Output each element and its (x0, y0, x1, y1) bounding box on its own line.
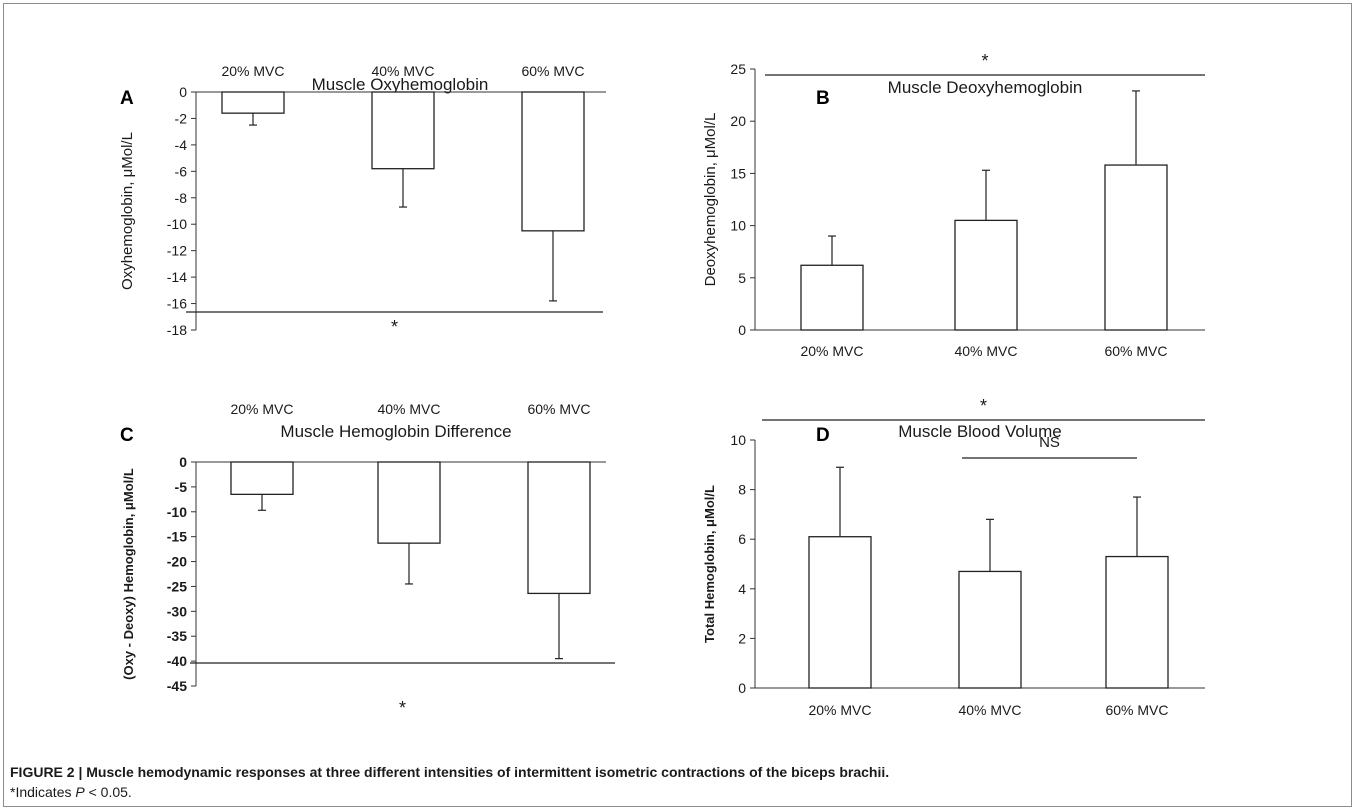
bar-a (521, 91, 585, 232)
y-tick-label-c: -25 (167, 578, 187, 594)
y-tick-label-b: 15 (730, 165, 746, 181)
y-tick-label-a: -16 (167, 296, 187, 312)
y-tick-label-b: 25 (730, 61, 746, 77)
bar-d (808, 536, 872, 689)
y-tick-label-c: -20 (167, 554, 187, 570)
category-label-d: 60% MVC (1105, 702, 1168, 718)
caption-title: FIGURE 2 | Muscle hemodynamic responses … (10, 764, 890, 780)
y-tick-label-c: -10 (167, 504, 187, 520)
y-tick-label-d: 8 (738, 482, 746, 498)
y-tick-label-a: -18 (167, 322, 187, 338)
y-tick-label-d: 2 (738, 630, 746, 646)
bar-c (527, 461, 591, 595)
y-axis-label-d: Total Hemoglobin, μMol/L (702, 485, 717, 643)
category-label-d: 40% MVC (958, 702, 1021, 718)
panel-letter-b: B (816, 88, 830, 109)
category-label-a: 40% MVC (371, 63, 434, 79)
bar-d (1105, 555, 1169, 689)
category-label-a: 60% MVC (521, 63, 584, 79)
panel-letter-d: D (816, 425, 830, 446)
bar-b (800, 264, 864, 331)
bar-b (1104, 164, 1168, 331)
chart-title-c: Muscle Hemoglobin Difference (280, 422, 511, 441)
caption-note-var: P (75, 784, 85, 800)
significance-label-b: * (981, 51, 988, 71)
bar-c (230, 461, 294, 496)
panel-letter-c: C (120, 425, 134, 446)
bar-a (371, 91, 435, 170)
caption-note: *Indicates P < 0.05. (10, 782, 1340, 802)
y-tick-label-a: -8 (175, 190, 188, 206)
category-label-b: 40% MVC (954, 343, 1017, 359)
category-label-d: 20% MVC (808, 702, 871, 718)
y-tick-label-b: 0 (738, 322, 746, 338)
category-label-c: 60% MVC (527, 401, 590, 417)
y-tick-label-a: -12 (167, 243, 187, 259)
y-tick-label-c: -40 (167, 653, 187, 669)
y-tick-label-b: 10 (730, 218, 746, 234)
y-tick-label-a: -4 (175, 137, 188, 153)
y-tick-label-a: -2 (175, 110, 188, 126)
y-axis-label-a: Oxyhemoglobin, μMol/L (119, 132, 136, 290)
category-label-c: 40% MVC (377, 401, 440, 417)
caption-note-suffix: < 0.05. (84, 784, 132, 800)
y-tick-label-c: -35 (167, 628, 187, 644)
y-tick-label-a: 0 (179, 84, 187, 100)
significance-label-c: * (399, 698, 406, 718)
figure-frame (3, 3, 1352, 807)
chart-title-a: Muscle Oxyhemoglobin (312, 75, 489, 94)
bar-a (221, 91, 285, 114)
y-axis-label-c: (Oxy - Deoxy) Hemoglobin, μMol/L (121, 468, 136, 680)
y-tick-label-d: 6 (738, 531, 746, 547)
bar-c (377, 461, 441, 544)
y-tick-label-a: -10 (167, 216, 187, 232)
y-tick-label-c: -5 (175, 479, 188, 495)
bar-d (958, 570, 1022, 689)
y-tick-label-c: 0 (179, 454, 187, 470)
bar-b (954, 219, 1018, 331)
figure-panels: A Muscle Oxyhemoglobin 0 -2 -4 -6 -8 -10 -12 -14 -… (119, 51, 1205, 718)
y-tick-label-b: 20 (730, 113, 746, 129)
category-label-b: 60% MVC (1104, 343, 1167, 359)
panel-letter-a: A (120, 88, 134, 109)
significance-label-d: NS (1039, 434, 1060, 451)
category-label-a: 20% MVC (221, 63, 284, 79)
y-tick-label-b: 5 (738, 270, 746, 286)
category-label-c: 20% MVC (230, 401, 293, 417)
chart-title-d: Muscle Blood Volume (898, 422, 1061, 441)
y-tick-label-c: -15 (167, 529, 187, 545)
figure-caption: FIGURE 2 | Muscle hemodynamic responses … (10, 762, 1340, 802)
y-tick-label-c: -45 (167, 678, 187, 694)
y-tick-label-d: 4 (738, 581, 746, 597)
y-tick-label-c: -30 (167, 603, 187, 619)
caption-note-prefix: *Indicates (10, 784, 76, 800)
y-tick-label-d: 10 (730, 432, 746, 448)
y-tick-label-a: -14 (167, 269, 187, 285)
y-axis-label-b: Deoxyhemoglobin, μMol/L (702, 113, 719, 287)
y-tick-label-a: -6 (175, 163, 188, 179)
category-label-b: 20% MVC (800, 343, 863, 359)
y-tick-label-d: 0 (738, 680, 746, 696)
significance-label-d: * (980, 396, 987, 416)
significance-label-a: * (391, 317, 398, 337)
chart-title-b: Muscle Deoxyhemoglobin (888, 78, 1083, 97)
